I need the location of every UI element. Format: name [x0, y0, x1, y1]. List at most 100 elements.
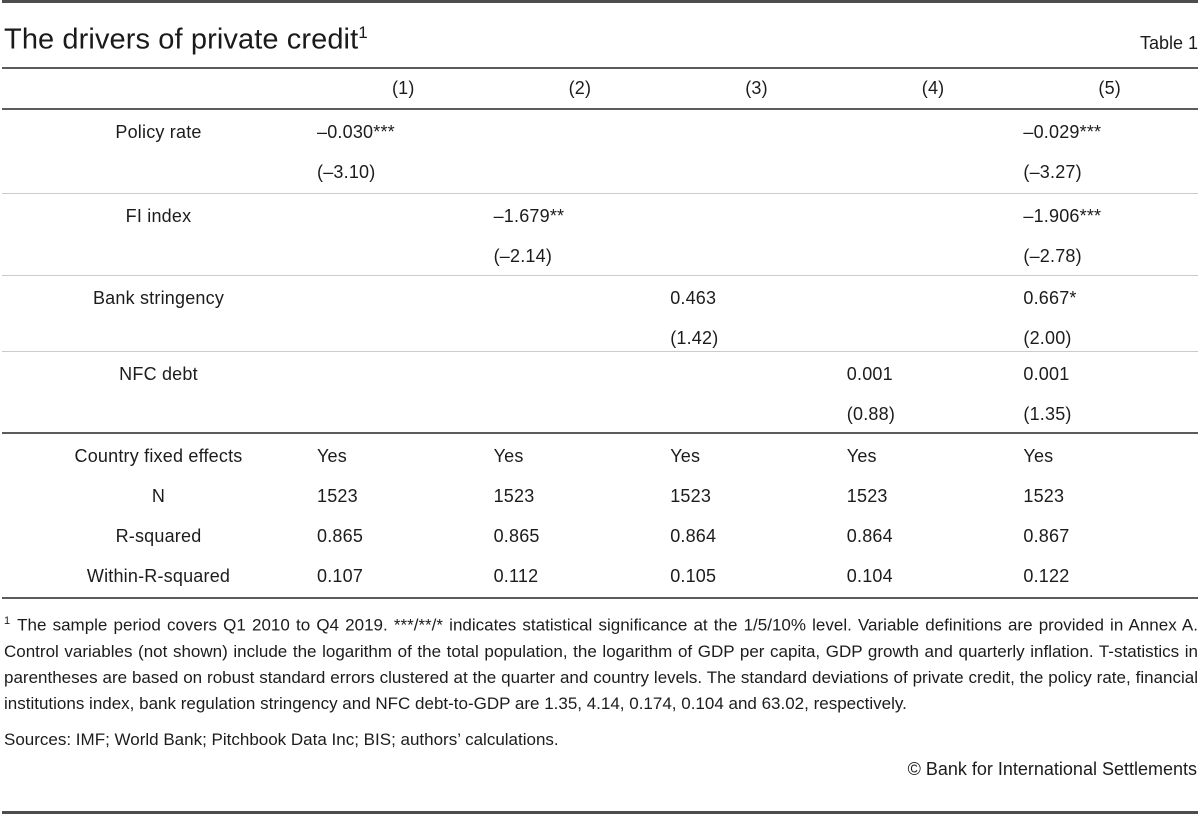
coef-value: 0.001	[846, 364, 893, 384]
tstat-value	[494, 152, 669, 192]
table-row-within-r-squared: Within-R-squared 0.107 0.112 0.105 0.104…	[2, 556, 1198, 596]
coef-cell	[492, 354, 669, 434]
summary-value: 0.864	[846, 525, 893, 546]
coef-cell	[845, 196, 1022, 276]
coef-cell: –0.030*** (–3.10)	[315, 112, 492, 193]
coef-value	[317, 278, 492, 318]
coef-cell: –0.029*** (–3.27)	[1021, 112, 1198, 193]
tstat-value	[847, 318, 1022, 358]
summary-value: Yes	[846, 445, 877, 466]
table-row-fi-index: FI index –1.679** (–2.14) –1.906*** (–2.…	[2, 194, 1198, 276]
coef-cell: 0.463 (1.42)	[668, 278, 845, 358]
tstat-value	[670, 152, 845, 192]
row-label: FI index	[125, 206, 192, 226]
summary-value: 0.867	[1023, 525, 1070, 546]
table-row-policy-rate: Policy rate –0.030*** (–3.10) –0.029*** …	[2, 110, 1198, 194]
coef-value	[670, 112, 845, 152]
tstat-value	[670, 394, 845, 434]
summary-value: Yes	[317, 445, 347, 466]
row-label: N	[151, 485, 166, 506]
tstat-value: (0.88)	[846, 404, 896, 424]
column-header-row: (1) (2) (3) (4) (5)	[2, 69, 1198, 110]
summary-value: 1523	[493, 485, 535, 506]
tstat-value	[317, 318, 492, 358]
row-label: R-squared	[115, 525, 202, 546]
coef-value	[494, 278, 669, 318]
coef-value	[670, 196, 845, 236]
summary-value: Yes	[670, 445, 701, 466]
footnote: 1 The sample period covers Q1 2010 to Q4 …	[2, 599, 1198, 717]
table-number-label: Table 1	[1139, 33, 1198, 53]
coef-value: 0.463	[670, 288, 717, 308]
summary-value: 0.104	[846, 565, 893, 586]
row-label: NFC debt	[119, 364, 198, 384]
coef-value	[670, 354, 845, 394]
coef-cell	[668, 196, 845, 276]
coef-value	[494, 354, 669, 394]
summary-value: 0.865	[493, 525, 540, 546]
sources-line: Sources: IMF; World Bank; Pitchbook Data…	[4, 729, 559, 749]
table-row-nfc-debt: NFC debt 0.001 (0.88) 0.001 (1.35)	[2, 352, 1198, 434]
column-header-1: (1)	[391, 78, 415, 98]
column-header-4: (4)	[921, 78, 945, 98]
table-row-r-squared: R-squared 0.865 0.865 0.864 0.864 0.867	[2, 516, 1198, 556]
coef-value	[847, 112, 1022, 152]
tstat-value: (–2.14)	[493, 246, 553, 266]
footnote-marker: 1	[4, 615, 11, 627]
coef-value: –0.030***	[317, 122, 395, 142]
footnote-text: The sample period covers Q1 2010 to Q4 2…	[4, 615, 1198, 713]
coef-cell: –1.679** (–2.14)	[492, 196, 669, 276]
row-label: Within-R-squared	[86, 565, 231, 586]
summary-block: Country fixed effects Yes Yes Yes Yes Ye…	[2, 434, 1198, 599]
page-title-text: The drivers of private credit	[4, 24, 359, 56]
row-label: Bank stringency	[92, 288, 225, 308]
coef-cell	[845, 278, 1022, 358]
tstat-value	[847, 152, 1022, 192]
summary-value: Yes	[493, 445, 524, 466]
coef-cell: 0.001 (1.35)	[1021, 354, 1198, 434]
row-label: Country fixed effects	[74, 445, 243, 466]
table-row-n: N 1523 1523 1523 1523 1523	[2, 476, 1198, 516]
column-header-2: (2)	[568, 78, 592, 98]
tstat-value	[317, 394, 492, 434]
tstat-value	[670, 236, 845, 276]
summary-value: 0.864	[670, 525, 717, 546]
coef-cell: 0.001 (0.88)	[845, 354, 1022, 434]
page-title: The drivers of private credit1	[4, 23, 368, 57]
summary-value: 1523	[846, 485, 888, 506]
title-row: The drivers of private credit1 Table 1	[2, 3, 1198, 69]
row-label: Policy rate	[115, 122, 202, 142]
coef-value	[847, 278, 1022, 318]
tstat-value: (1.42)	[670, 328, 719, 348]
summary-value: 0.112	[493, 565, 539, 586]
coef-cell	[492, 278, 669, 358]
summary-value: 1523	[1023, 485, 1065, 506]
coef-cell	[668, 354, 845, 434]
column-header-5: (5)	[1098, 78, 1121, 98]
tstat-value: (–3.10)	[317, 162, 376, 182]
coef-value	[847, 196, 1022, 236]
tstat-value: (–3.27)	[1023, 162, 1082, 182]
coef-value	[317, 354, 492, 394]
summary-value: 1523	[670, 485, 712, 506]
coef-value: 0.001	[1023, 364, 1070, 384]
coef-value: –1.679**	[493, 206, 565, 226]
title-footnote-marker: 1	[358, 23, 368, 43]
coef-cell	[315, 278, 492, 358]
coef-value: –0.029***	[1023, 122, 1102, 142]
tstat-value	[847, 236, 1022, 276]
coef-value: –1.906***	[1023, 206, 1102, 226]
coef-cell	[315, 354, 492, 434]
tstat-value: (1.35)	[1023, 404, 1072, 424]
tstat-value	[317, 236, 492, 276]
summary-value: Yes	[1023, 445, 1054, 466]
coef-cell: 0.667* (2.00)	[1021, 278, 1198, 358]
table-row-bank-stringency: Bank stringency 0.463 (1.42) 0.667* (2.0…	[2, 276, 1198, 352]
coef-cell	[492, 112, 669, 193]
summary-value: 0.122	[1023, 565, 1070, 586]
coef-cell	[668, 112, 845, 193]
table-row-country-fixed-effects: Country fixed effects Yes Yes Yes Yes Ye…	[2, 436, 1198, 476]
summary-value: 0.105	[670, 565, 717, 586]
summary-value: 1523	[317, 485, 358, 506]
